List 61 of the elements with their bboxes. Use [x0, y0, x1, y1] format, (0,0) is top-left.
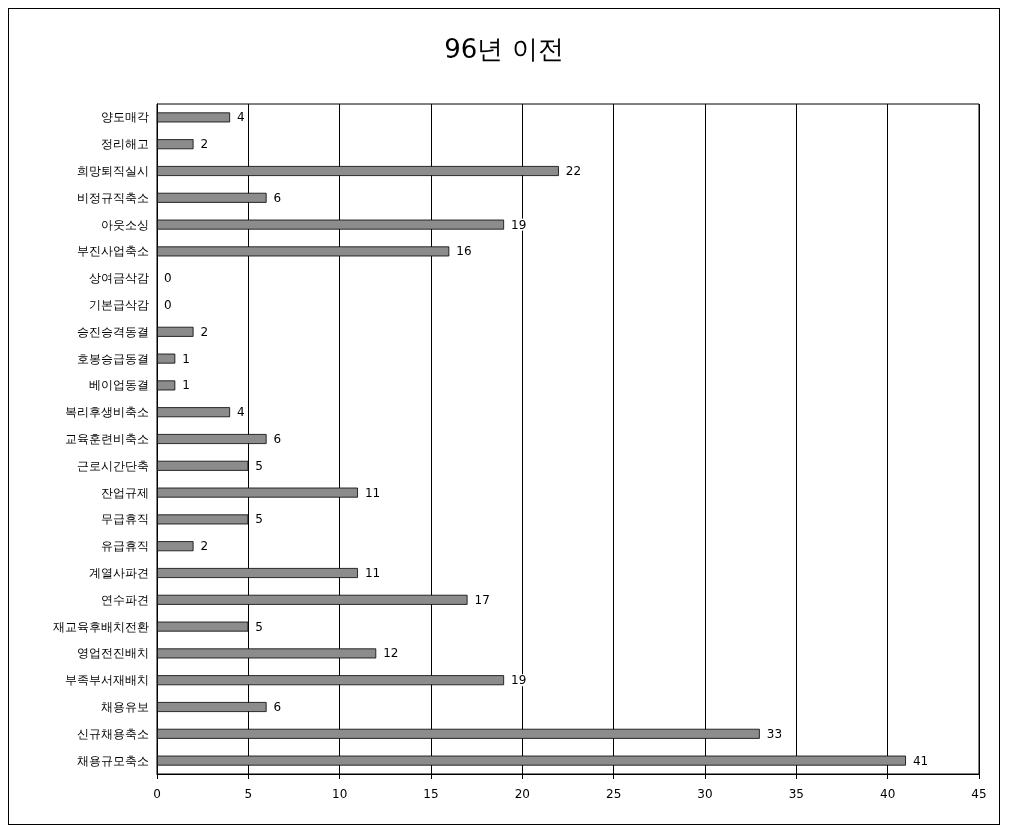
- x-tick-label: 15: [423, 787, 439, 801]
- y-tick-label: 기본급삭감: [89, 298, 149, 312]
- data-label: 1: [182, 378, 190, 393]
- y-tick-label: 상여금삭감: [89, 271, 149, 286]
- data-label: 4: [237, 110, 245, 125]
- data-label: 2: [200, 137, 209, 152]
- data-label: 5: [255, 619, 263, 634]
- data-label: 33: [766, 726, 783, 741]
- x-tick-label: 40: [880, 787, 896, 801]
- y-tick-label: 채용유보: [101, 700, 149, 714]
- y-tick-label: 양도매각: [101, 110, 149, 125]
- y-tick-label: 계열사파견: [89, 566, 149, 580]
- y-tick-label: 승진승격동결: [77, 324, 149, 339]
- y-tick-label: 잔업규제: [101, 485, 149, 500]
- data-label: 17: [474, 592, 490, 607]
- x-tick-label: 10: [332, 787, 348, 801]
- data-label: 19: [511, 217, 527, 232]
- y-tick-label: 채용규모축소: [77, 753, 149, 768]
- y-tick-label: 부진사업축소: [77, 244, 149, 259]
- y-tick-label: 베이업동결: [89, 378, 149, 393]
- y-tick-label: 근로시간단축: [77, 458, 149, 473]
- x-tick-label: 45: [971, 787, 987, 801]
- data-label: 6: [273, 190, 282, 205]
- data-label: 2: [200, 539, 209, 554]
- y-tick-label: 정리해고: [101, 137, 149, 152]
- data-label: 4: [237, 405, 245, 420]
- x-tick-label: 20: [514, 787, 530, 801]
- x-tick-label: 25: [606, 787, 622, 801]
- y-tick-label: 연수파견: [101, 592, 149, 607]
- x-tick-label: 35: [788, 787, 804, 801]
- data-label: 19: [511, 673, 527, 688]
- x-tick-label: 5: [244, 787, 253, 801]
- y-tick-label: 무급휴직: [101, 512, 149, 527]
- data-label: 11: [364, 566, 381, 580]
- y-tick-label: 유급휴직: [101, 539, 149, 554]
- x-tick-label: 30: [697, 787, 713, 801]
- y-tick-label: 복리후생비축소: [65, 405, 149, 420]
- y-tick-label: 비정규직축소: [77, 190, 149, 205]
- data-label: 0: [164, 271, 172, 286]
- y-tick-label: 호봉승급동결: [77, 351, 149, 366]
- y-tick-label: 재교육후배치전환: [53, 619, 149, 634]
- data-label: 6: [273, 700, 282, 714]
- data-label: 16: [456, 244, 472, 259]
- y-tick-label: 희망퇴직실시: [77, 164, 149, 178]
- data-label: 5: [255, 458, 263, 473]
- chart-title: 96년 이전: [444, 34, 564, 64]
- data-label: 5: [255, 512, 263, 527]
- data-label: 2: [200, 324, 209, 339]
- y-tick-label: 영업전진배치: [77, 646, 149, 661]
- y-tick-label: 신규채용축소: [77, 726, 149, 741]
- data-label: 41: [912, 753, 929, 768]
- y-tick-label: 아웃소싱: [101, 217, 149, 232]
- data-label: 0: [164, 298, 172, 312]
- x-tick-label: 0: [153, 787, 161, 801]
- data-label: 11: [364, 485, 381, 500]
- y-tick-label: 교육훈련비축소: [65, 432, 149, 446]
- data-label: 6: [273, 432, 282, 446]
- data-label: 12: [383, 646, 399, 661]
- data-label: 22: [565, 164, 582, 178]
- y-tick-label: 부족부서재배치: [65, 673, 149, 688]
- data-label: 1: [182, 351, 190, 366]
